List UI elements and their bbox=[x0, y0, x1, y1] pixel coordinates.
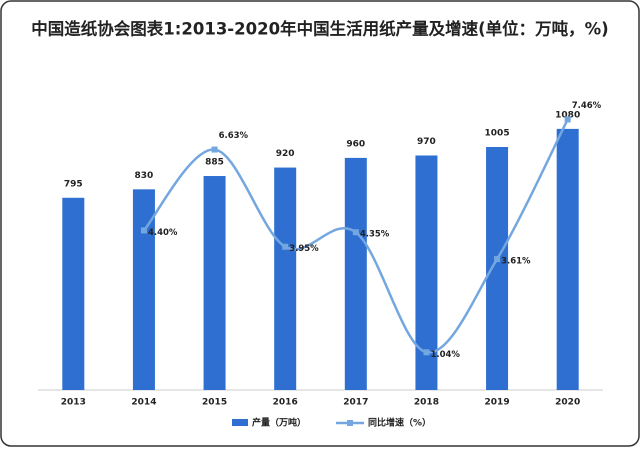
line-label: 3.95% bbox=[289, 244, 319, 254]
bar bbox=[415, 155, 438, 390]
bar-label: 970 bbox=[417, 137, 436, 147]
x-tick-label: 2020 bbox=[555, 398, 580, 408]
bar-label: 830 bbox=[135, 171, 154, 181]
bar-label: 885 bbox=[205, 158, 224, 168]
bar bbox=[203, 176, 226, 390]
bar bbox=[132, 189, 155, 390]
x-tick-label: 2016 bbox=[273, 398, 298, 408]
legend-label: 同比增速（%） bbox=[368, 417, 431, 429]
bar bbox=[344, 157, 367, 390]
line-marker bbox=[423, 349, 430, 356]
line-marker bbox=[494, 256, 501, 263]
bar bbox=[556, 128, 579, 390]
bar-label: 1005 bbox=[485, 129, 510, 139]
chart-title: 中国造纸协会图表1:2013-2020年中国生活用纸产量及增速(单位：万吨，%) bbox=[31, 19, 608, 39]
x-tick-label: 2018 bbox=[414, 398, 439, 408]
bar-label: 1080 bbox=[555, 110, 580, 120]
line-marker bbox=[211, 146, 218, 153]
bar-label: 795 bbox=[64, 179, 83, 189]
line-label: 3.61% bbox=[501, 257, 531, 267]
line-label: 1.04% bbox=[430, 350, 460, 360]
legend-swatch bbox=[347, 420, 353, 426]
line-marker bbox=[564, 116, 571, 123]
bar bbox=[486, 147, 509, 390]
line-label: 4.40% bbox=[148, 228, 178, 238]
bar bbox=[274, 167, 297, 390]
x-tick-label: 2015 bbox=[202, 398, 227, 408]
line-label: 6.63% bbox=[219, 131, 249, 141]
x-tick-label: 2019 bbox=[485, 398, 510, 408]
bar-label: 920 bbox=[276, 149, 295, 159]
line-label: 7.46% bbox=[572, 101, 602, 111]
bar bbox=[62, 197, 85, 390]
line-marker bbox=[352, 229, 359, 236]
line-marker bbox=[282, 243, 289, 250]
bar-label: 960 bbox=[346, 139, 365, 149]
line-label: 4.35% bbox=[360, 230, 390, 240]
line-marker bbox=[140, 227, 147, 234]
x-tick-label: 2014 bbox=[131, 398, 156, 408]
legend-label: 产量（万吨） bbox=[252, 417, 306, 429]
x-tick-label: 2013 bbox=[61, 398, 86, 408]
x-tick-label: 2017 bbox=[343, 398, 368, 408]
legend-swatch bbox=[232, 419, 248, 426]
